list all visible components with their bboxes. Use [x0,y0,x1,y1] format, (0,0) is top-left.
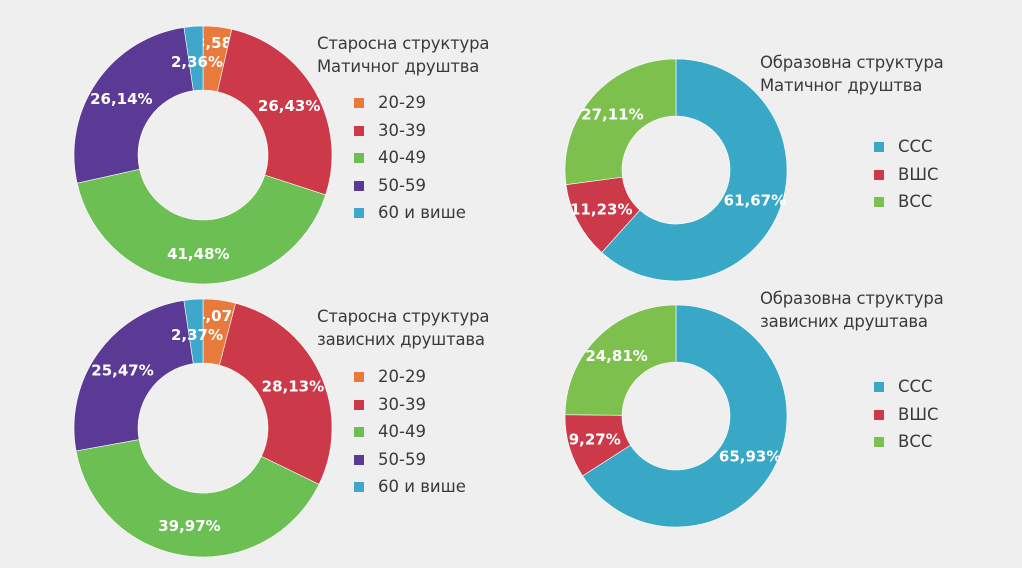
slice-value-label: 41,48% [167,245,229,263]
chart-4-legend: ССС ВШС ВСС [874,373,939,456]
slice-value-label: 26,43% [258,97,320,115]
legend-label: ССС [898,137,933,156]
legend-label: 60 и више [378,203,466,222]
legend-item: ВШС [874,161,939,189]
donut-slice [75,439,320,558]
donut-slice [564,304,677,416]
legend-item: 20-29 [354,89,466,117]
chart-2-title: Образовна структура Матичног друштва [760,51,944,97]
legend-item: 50-59 [354,172,466,200]
legend-label: 30-39 [378,120,426,140]
donut-slice [183,25,204,92]
legend-swatch [354,180,364,191]
legend-swatch [354,399,364,410]
slice-value-label: 24,81% [585,347,647,365]
chart-1-donut: 3,58%26,43%41,48%26,14%2,36% [73,25,333,285]
legend-item: ССС [874,373,939,401]
donut-slice [564,58,677,185]
chart-2-title-line-1: Образовна структура [760,53,944,72]
legend-label: 60 и више [378,477,466,496]
legend-item: 60 и више [354,473,466,501]
donut-slice [76,168,327,285]
legend-label: ВСС [898,192,933,211]
donut-slice [601,58,788,282]
legend-swatch [354,208,364,218]
legend-swatch [354,153,364,163]
chart-3-title: Старосна структура зависних друштава [317,305,489,351]
chart-4-title-line-2: зависних друштава [760,312,928,331]
legend-swatch [354,454,364,465]
chart-3-title-line-2: зависних друштава [317,330,485,349]
slice-value-label: 65,93% [719,448,781,466]
legend-label: 30-39 [378,394,426,414]
legend-label: 40-49 [378,148,426,167]
slice-value-label: 2,37% [171,326,223,344]
slice-value-label: 39,97% [158,517,220,535]
chart-1-title-line-2: Матичног друштва [317,57,480,76]
legend-item: 30-39 [354,117,466,145]
chart-1-legend: 20-29 30-39 40-49 50-59 60 и више [354,89,466,227]
legend-swatch [354,125,364,136]
legend-swatch [874,409,884,420]
slice-value-label: 11,23% [570,200,632,218]
legend-swatch [354,98,364,108]
legend-item: 60 и више [354,199,466,227]
legend-item: ССС [874,133,939,161]
legend-swatch [874,197,884,207]
chart-2-legend: ССС ВШС ВСС [874,133,939,216]
slice-value-label: 25,47% [91,361,153,379]
legend-label: ССС [898,377,933,396]
chart-3-title-line-1: Старосна структура [317,307,490,326]
donut-slice [582,304,788,528]
legend-label: ВШС [898,404,939,424]
legend-swatch [874,142,884,152]
legend-label: 20-29 [378,367,426,386]
legend-item: 20-29 [354,363,466,391]
legend-swatch [354,427,364,437]
legend-label: 50-59 [378,175,426,195]
slice-value-label: 28,13% [262,378,324,396]
legend-label: ВСС [898,432,933,451]
donut-slice [73,300,194,452]
donut-slice [183,298,204,365]
chart-4-donut: 65,93% 9,27% 24,81% [564,304,788,528]
chart-2-title-line-2: Матичног друштва [760,76,923,95]
legend-label: ВШС [898,164,939,184]
legend-item: ВСС [874,188,939,216]
chart-2-donut: 61,67% 11,23% 27,11% [564,58,788,282]
slice-value-label: 61,67% [724,191,786,209]
slice-value-label: 26,14% [90,90,152,108]
legend-label: 40-49 [378,422,426,441]
donut-slice [217,28,333,196]
legend-swatch [354,482,364,492]
legend-swatch [354,372,364,382]
slice-value-label: 9,27% [569,430,621,448]
legend-item: 40-49 [354,418,466,446]
legend-item: ВСС [874,428,939,456]
chart-4-title: Образовна структура зависних друштава [760,287,944,333]
slice-value-label: 27,11% [581,105,643,123]
legend-label: 20-29 [378,93,426,112]
legend-label: 50-59 [378,449,426,469]
donut-slice [73,27,194,184]
legend-item: ВШС [874,401,939,429]
legend-swatch [874,382,884,392]
chart-3-legend: 20-29 30-39 40-49 50-59 60 и више [354,363,466,501]
donut-slice [219,302,333,485]
legend-item: 40-49 [354,144,466,172]
legend-item: 30-39 [354,391,466,419]
chart-1-title-line-1: Старосна структура [317,34,490,53]
chart-1-title: Старосна структура Матичног друштва [317,32,489,78]
legend-swatch [874,437,884,447]
chart-3-donut: 4,07%28,13%39,97%25,47%2,37% [73,298,333,558]
legend-swatch [874,169,884,180]
legend-item: 50-59 [354,446,466,474]
slice-value-label: 2,36% [171,53,223,71]
chart-4-title-line-1: Образовна структура [760,289,944,308]
